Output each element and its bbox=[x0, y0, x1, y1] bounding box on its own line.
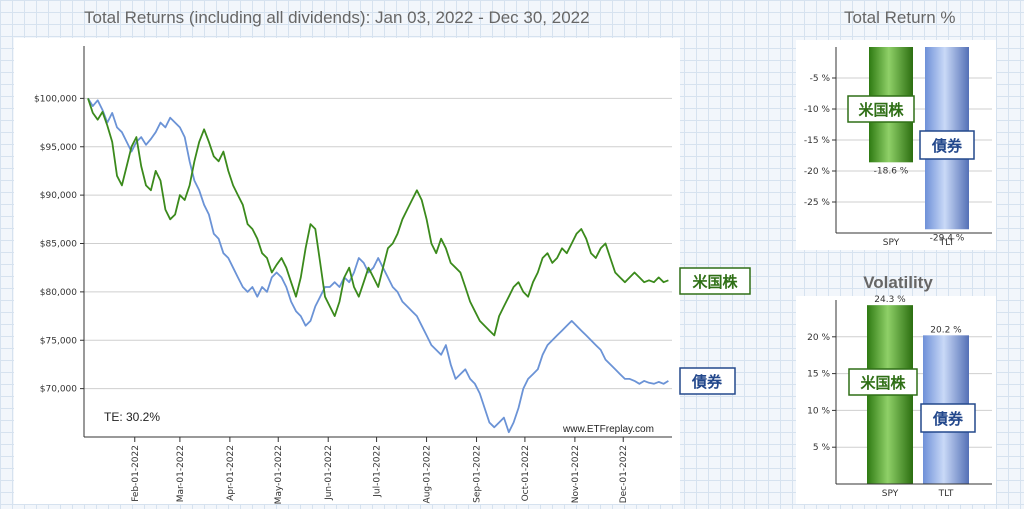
total-return-y-tick-label: -15 % bbox=[804, 136, 831, 146]
volatility-title: Volatility bbox=[863, 273, 933, 292]
series-line-spy bbox=[87, 98, 669, 337]
total-return-y-tick-label: -5 % bbox=[810, 74, 831, 84]
tr-spy-badge: 米国株 bbox=[847, 95, 915, 123]
main-y-tick-label: $95,000 bbox=[40, 143, 77, 153]
total-return-category-label: TLT bbox=[939, 238, 955, 248]
volatility-value-label: 20.2 % bbox=[930, 325, 962, 335]
series-line-tlt bbox=[87, 97, 669, 434]
main-y-tick-label: $100,000 bbox=[34, 94, 77, 104]
watermark: www.ETFreplay.com bbox=[562, 424, 654, 435]
main-y-tick-label: $75,000 bbox=[40, 336, 77, 346]
volatility-y-tick-label: 15 % bbox=[807, 370, 830, 380]
main-x-tick-label: Oct-01-2022 bbox=[521, 445, 531, 501]
total-return-value-label: -18.6 % bbox=[874, 166, 909, 176]
main-x-tick-label: Mar-01-2022 bbox=[176, 445, 186, 502]
legend-tlt-label: 債券 bbox=[691, 373, 723, 391]
volatility-category-label: SPY bbox=[882, 489, 899, 499]
tr-tlt-badge-label: 債券 bbox=[931, 137, 963, 155]
legend-spy-label: 米国株 bbox=[692, 273, 738, 291]
vol-spy-badge-label: 米国株 bbox=[860, 374, 906, 392]
vol-tlt-badge: 債券 bbox=[920, 403, 976, 433]
main-y-tick-label: $70,000 bbox=[40, 385, 77, 395]
tracking-error-label: TE: 30.2% bbox=[104, 410, 160, 424]
main-x-tick-label: Dec-01-2022 bbox=[619, 445, 629, 503]
main-x-tick-label: Aug-01-2022 bbox=[423, 445, 433, 503]
tr-tlt-badge: 債券 bbox=[919, 130, 975, 160]
total-return-y-tick-label: -25 % bbox=[804, 198, 831, 208]
volatility-value-label: 24.3 % bbox=[874, 295, 906, 305]
volatility-y-tick-label: 20 % bbox=[807, 333, 830, 343]
main-x-tick-label: Apr-01-2022 bbox=[226, 445, 236, 501]
total-return-y-tick-label: -20 % bbox=[804, 167, 831, 177]
volatility-category-label: TLT bbox=[938, 489, 954, 499]
main-y-tick-label: $90,000 bbox=[40, 191, 77, 201]
total-return-category-label: SPY bbox=[883, 238, 900, 248]
main-y-tick-label: $85,000 bbox=[40, 240, 77, 250]
tr-spy-badge-label: 米国株 bbox=[858, 101, 904, 119]
main-x-tick-label: Sep-01-2022 bbox=[473, 445, 483, 503]
main-x-tick-label: Jul-01-2022 bbox=[373, 445, 383, 498]
vol-spy-badge: 米国株 bbox=[848, 368, 918, 396]
total-return-title: Total Return % bbox=[844, 8, 956, 27]
volatility-y-tick-label: 5 % bbox=[813, 443, 831, 453]
vol-tlt-badge-label: 債券 bbox=[932, 410, 964, 428]
legend-tlt-badge: 債券 bbox=[679, 367, 736, 395]
main-x-tick-label: Nov-01-2022 bbox=[571, 445, 581, 503]
legend-spy-badge: 米国株 bbox=[679, 267, 751, 295]
main-chart-title: Total Returns (including all dividends):… bbox=[84, 8, 590, 27]
main-y-tick-label: $80,000 bbox=[40, 288, 77, 298]
main-x-tick-label: Feb-01-2022 bbox=[131, 445, 141, 502]
total-return-value-label: -29.4 % bbox=[930, 233, 965, 243]
main-x-tick-label: May-01-2022 bbox=[274, 445, 284, 504]
volatility-y-tick-label: 10 % bbox=[807, 406, 830, 416]
total-return-y-tick-label: -10 % bbox=[804, 105, 831, 115]
main-x-tick-label: Jun-01-2022 bbox=[324, 445, 334, 501]
